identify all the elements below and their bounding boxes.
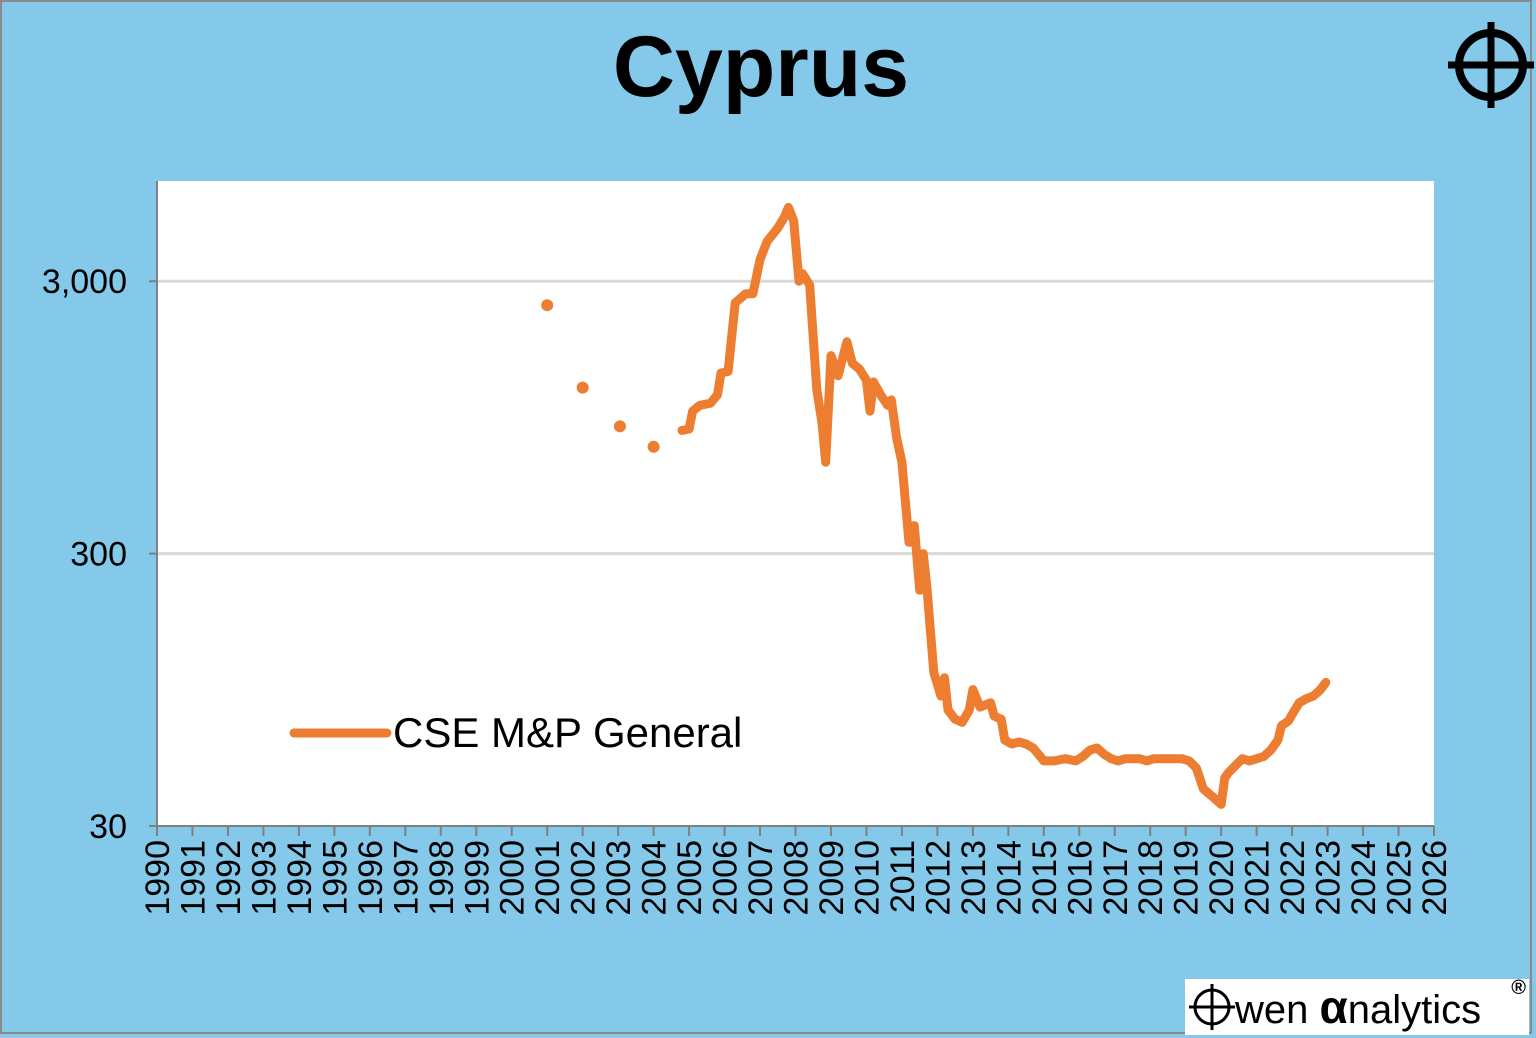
x-tick-label: 2011 [884,840,922,913]
x-tick-label: 2001 [529,840,567,916]
y-tick-label: 3,000 [42,263,127,301]
chart-title: Cyprus [612,19,910,115]
x-tick-label: 1990 [139,840,177,916]
brand-alpha: α [1319,981,1348,1033]
plot-area [157,181,1434,826]
data-point [576,381,589,394]
data-point [647,440,660,453]
x-tick-label: 2023 [1310,840,1348,916]
x-tick-label: 2016 [1061,840,1099,916]
x-tick-label: 2018 [1132,840,1170,916]
x-tick-label: 1997 [387,840,425,916]
x-tick-label: 2020 [1203,840,1241,916]
x-tick-label: 1995 [316,840,354,916]
x-tick-label: 2000 [494,840,532,916]
brand-name: wen αnalytics [1235,980,1481,1034]
x-tick-label: 2022 [1274,840,1312,916]
x-tick-label: 2024 [1345,840,1383,916]
x-tick-label: 2004 [636,840,674,916]
x-tick-label: 2003 [600,840,638,916]
x-tick-label: 2017 [1097,840,1135,916]
y-tick-label: 300 [70,536,127,574]
x-tick-label: 1991 [174,840,212,916]
crosshair-icon [1448,22,1534,108]
x-tick-label: 2006 [707,840,745,916]
x-tick-label: 1992 [210,840,248,916]
brand-logo: wen αnalytics ® [1185,977,1529,1035]
x-tick-label: 1996 [352,840,390,916]
x-tick-label: 2014 [990,840,1028,916]
x-tick-label: 2012 [919,840,957,916]
brand-prefix: wen [1235,988,1320,1032]
x-tick-label: 1999 [458,840,496,916]
x-tick-label: 2005 [671,840,709,916]
series-line [677,202,1331,809]
data-point [613,420,626,433]
x-tick-label: 2010 [848,840,886,916]
x-tick-label: 2021 [1239,840,1277,916]
x-tick-label: 2013 [955,840,993,916]
registered-mark: ® [1511,977,1526,999]
y-tick-label: 30 [89,808,127,846]
x-tick-label: 2026 [1416,840,1454,916]
x-tick-label: 2015 [1026,840,1064,916]
x-tick-label: 2007 [742,840,780,916]
x-tick-label: 1993 [245,840,283,916]
data-point [541,299,554,312]
brand-suffix: nalytics [1347,988,1482,1032]
x-tick-label: 2019 [1168,840,1206,916]
x-tick-label: 1998 [423,840,461,916]
x-tick-label: 2002 [565,840,603,916]
x-tick-label: 2025 [1381,840,1419,916]
x-tick-label: 2008 [778,840,816,916]
x-tick-label: 1994 [281,840,319,916]
crosshair-o-icon [1189,984,1235,1030]
x-tick-label: 2009 [813,840,851,916]
legend-label: CSE M&P General [393,709,742,756]
